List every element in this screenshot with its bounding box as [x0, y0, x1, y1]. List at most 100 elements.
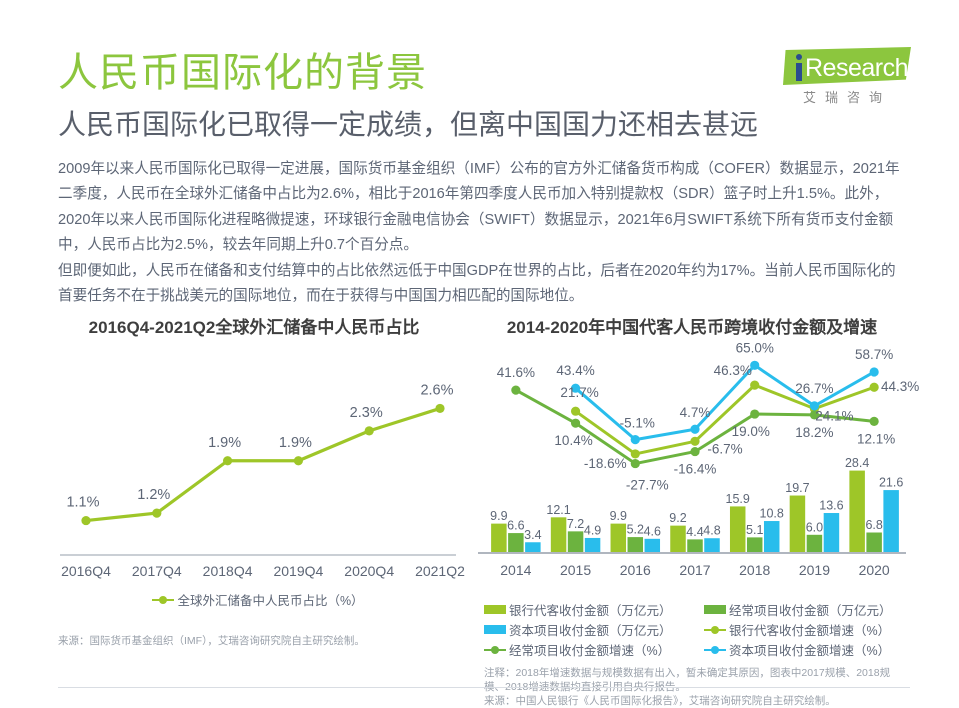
line-data-point[interactable] [570, 418, 581, 428]
bar[interactable] [746, 537, 763, 552]
bar[interactable] [584, 537, 601, 552]
bar-value-label: 19.7 [785, 481, 809, 495]
line-data-point[interactable] [570, 406, 581, 416]
logo-i-dot-icon [796, 54, 802, 60]
left-data-point[interactable] [293, 456, 303, 466]
bar[interactable] [883, 490, 899, 552]
bar[interactable] [849, 470, 865, 552]
legend-item[interactable]: 资本项目收付金额（万亿元） [484, 620, 694, 639]
left-data-point[interactable] [223, 456, 233, 466]
left-x-tick-label: 2017Q4 [132, 563, 182, 579]
line-data-point[interactable] [869, 382, 879, 392]
bar-value-label: 6.8 [865, 518, 882, 532]
line-swatch-icon [704, 645, 726, 655]
bar-value-label: 4.6 [644, 524, 661, 538]
legend-item[interactable]: 经常项目收付金额（万亿元） [704, 600, 914, 619]
line-data-point[interactable] [869, 367, 879, 377]
right-chart-source: 来源：中国人民银行《人民币国际化报告》，艾瑞咨询研究院自主研究绘制。 [484, 695, 836, 707]
legend-item[interactable]: 经常项目收付金额增速（%） [484, 640, 694, 659]
left-data-label: 1.2% [137, 487, 170, 503]
line-value-label: 44.3% [881, 379, 919, 394]
bar[interactable] [670, 525, 686, 552]
bar[interactable] [508, 533, 524, 552]
bar-value-label: 28.4 [845, 456, 869, 470]
left-data-label: 1.9% [208, 435, 241, 451]
bar-value-label: 9.2 [669, 511, 686, 525]
left-data-point[interactable] [81, 515, 91, 526]
left-data-label: 2.6% [420, 382, 453, 398]
slide-page: 人民币国际化的背景 人民币国际化已取得一定成绩，但离中国国力还相去甚远 Rese… [58, 47, 919, 707]
line-data-point[interactable] [570, 383, 581, 393]
bar[interactable] [763, 521, 780, 552]
bar[interactable] [525, 542, 541, 552]
bar[interactable] [866, 532, 882, 552]
line-data-point[interactable] [809, 410, 820, 420]
logo-chinese-name: 艾瑞咨询 [803, 90, 892, 105]
line-value-label: 24.1% [815, 409, 853, 424]
line-data-point[interactable] [750, 409, 760, 419]
legend-label: 资本项目收付金额（万亿元） [509, 624, 672, 638]
line-data-point[interactable] [630, 458, 640, 469]
bar[interactable] [704, 538, 720, 552]
bar[interactable] [687, 539, 703, 552]
line-swatch-icon [152, 595, 175, 605]
right-x-tick-label: 2016 [620, 562, 651, 578]
bar[interactable] [550, 517, 567, 552]
line-value-label: 46.3% [714, 363, 752, 378]
line-data-point[interactable] [750, 380, 760, 390]
bar[interactable] [627, 537, 644, 552]
line-value-label: 21.7% [560, 385, 598, 400]
left-x-tick-label: 2020Q4 [344, 563, 394, 579]
line-swatch-icon [484, 645, 506, 655]
bar[interactable] [567, 531, 584, 552]
line-series [574, 383, 876, 456]
bar[interactable] [789, 495, 806, 552]
line-data-point[interactable] [690, 436, 700, 446]
bar-value-label: 10.8 [760, 507, 784, 521]
logo-i-bar-icon [796, 63, 802, 81]
bar-value-label: 13.6 [819, 499, 843, 513]
bar-value-label: 5.1 [746, 523, 763, 537]
bar[interactable] [806, 534, 823, 552]
bar[interactable] [644, 538, 661, 552]
line-data-point[interactable] [630, 435, 640, 445]
bar[interactable] [491, 523, 507, 552]
bar[interactable] [610, 523, 627, 552]
left-data-label: 1.9% [279, 435, 312, 451]
line-data-point[interactable] [750, 360, 760, 370]
line-data-point[interactable] [809, 401, 820, 411]
line-data-point[interactable] [869, 416, 879, 426]
legend-label: 资本项目收付金额增速（%） [729, 644, 891, 658]
right-x-tick-label: 2015 [560, 562, 591, 578]
line-data-point[interactable] [690, 424, 700, 434]
left-series-line [84, 406, 442, 523]
bar-value-label: 6.0 [806, 520, 823, 534]
page-title: 人民币国际化的背景 [58, 51, 427, 95]
bar[interactable] [823, 513, 840, 552]
legend-label: 银行代客收付金额（万亿元） [509, 604, 672, 618]
bar-value-label: 4.8 [703, 524, 720, 538]
left-x-tick-label: 2018Q4 [203, 563, 253, 579]
bar-swatch-icon [484, 605, 506, 614]
line-data-point[interactable] [690, 446, 700, 457]
bar-value-label: 9.9 [610, 509, 627, 523]
legend-item[interactable]: 全球外汇储备中人民币占比（%） [152, 590, 364, 609]
bar[interactable] [729, 506, 746, 552]
legend-item[interactable]: 银行代客收付金额增速（%） [704, 620, 914, 639]
left-data-point[interactable] [364, 426, 374, 436]
line-data-point[interactable] [630, 449, 640, 459]
left-data-point[interactable] [435, 403, 445, 414]
legend-item[interactable]: 资本项目收付金额增速（%） [704, 640, 914, 659]
line-data-point[interactable] [511, 385, 521, 395]
bar-value-label: 5.2 [627, 523, 644, 537]
body-paragraph-1: 2009年以来人民币国际化已取得一定进展，国际货币基金组织（IMF）公布的官方外… [58, 161, 900, 254]
line-series [574, 363, 876, 442]
line-value-label: 10.4% [554, 433, 592, 448]
left-data-point[interactable] [152, 508, 162, 518]
line-value-label: -5.1% [620, 416, 655, 431]
legend-item[interactable]: 银行代客收付金额（万亿元） [484, 600, 694, 619]
right-chart-note: 注释：2018年增速数据与规模数据有出入，暂未确定其原因，图表中2017规模、2… [484, 667, 891, 693]
right-chart-title: 2014-2020年中国代客人民币跨境收付金额及增速 [506, 318, 878, 337]
line-value-label: -27.7% [626, 478, 669, 493]
left-chart-plot: 1.1% 1.2% 1.9% 1.9% 2.3% 2.6% 2016Q4 2017Q4 2018… [58, 338, 465, 586]
